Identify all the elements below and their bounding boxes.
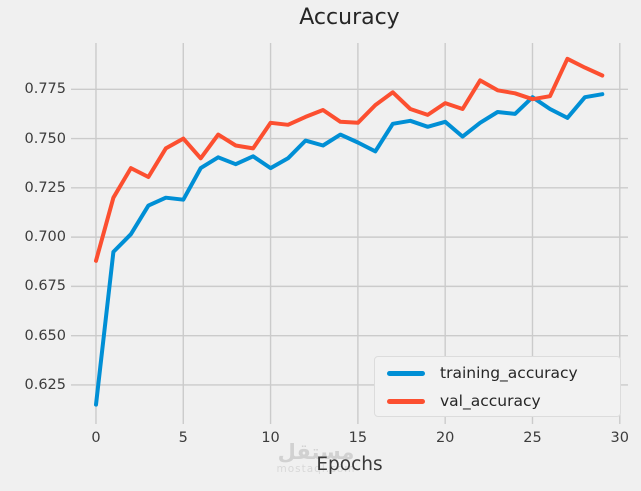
y-tick-label: 0.650 bbox=[24, 327, 66, 344]
chart-title: Accuracy bbox=[299, 5, 400, 30]
watermark-arabic-logo: مستقل bbox=[277, 440, 355, 464]
x-tick-label: 25 bbox=[523, 430, 542, 446]
y-tick-label: 0.700 bbox=[24, 229, 66, 246]
x-tick-label: 15 bbox=[348, 430, 368, 446]
legend-label: val_accuracy bbox=[440, 392, 541, 410]
training_accuracy-swatch-icon bbox=[387, 370, 425, 376]
y-tick-label: 0.675 bbox=[24, 278, 66, 295]
legend-item-training_accuracy: training_accuracy bbox=[375, 359, 620, 387]
watermark: مستقل mostaql.com bbox=[266, 441, 366, 475]
x-axis-label: Epochs bbox=[316, 454, 383, 475]
x-tick-label: 0 bbox=[91, 430, 101, 446]
training_accuracy-line bbox=[94, 92, 605, 407]
legend-label: training_accuracy bbox=[440, 364, 578, 382]
y-tick-label: 0.625 bbox=[24, 376, 66, 393]
x-tick-label: 20 bbox=[435, 430, 455, 446]
x-tick-label: 5 bbox=[178, 430, 188, 446]
x-tick-label: 10 bbox=[261, 430, 280, 446]
y-tick-label: 0.775 bbox=[24, 81, 66, 98]
y-tick-label: 0.750 bbox=[24, 130, 66, 147]
legend-item-val_accuracy: val_accuracy bbox=[375, 387, 620, 415]
val_accuracy-line bbox=[94, 56, 605, 263]
x-tick-label: 30 bbox=[610, 430, 629, 446]
y-tick-label: 0.725 bbox=[24, 179, 66, 196]
val_accuracy-swatch-icon bbox=[387, 398, 425, 404]
legend: training_accuracy val_accuracy bbox=[374, 356, 621, 417]
watermark-domain-text: mostaql.com bbox=[276, 463, 356, 475]
